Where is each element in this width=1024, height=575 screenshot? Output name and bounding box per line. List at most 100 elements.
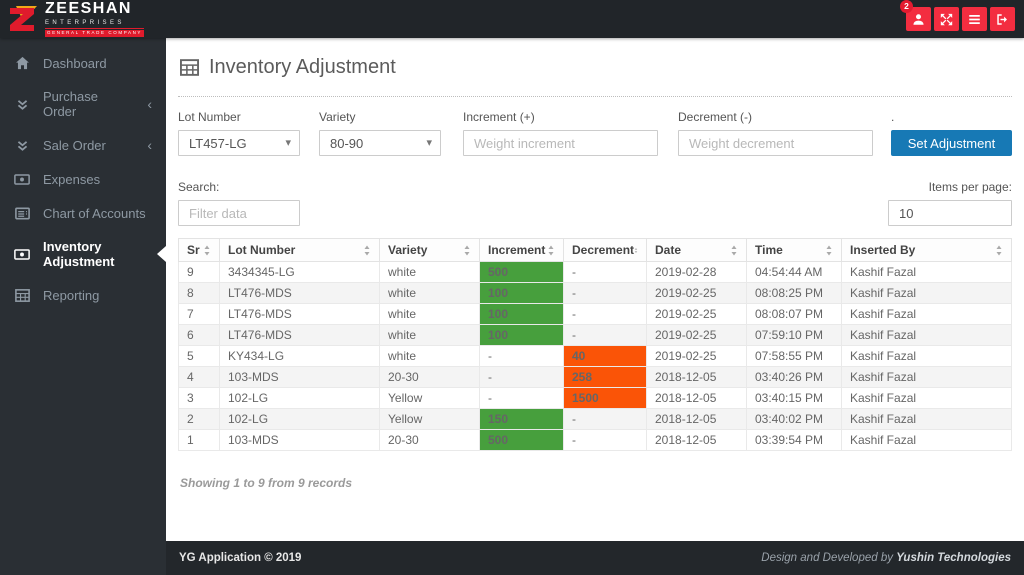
adjustment-form: Lot Number LT457-LG Variety 80-90 Increm… — [178, 110, 1012, 156]
cell-time: 08:08:07 PM — [746, 303, 842, 325]
sidebar-item-inventory-adjustment[interactable]: Inventory Adjustment — [0, 230, 166, 278]
increment-input[interactable] — [463, 130, 658, 156]
sidebar-item-expenses[interactable]: Expenses — [0, 162, 166, 196]
variety-select[interactable]: 80-90 — [319, 130, 441, 156]
cell-date: 2019-02-25 — [646, 282, 747, 304]
brand-subtitle: ENTERPRISES — [45, 20, 145, 30]
footer: YG Application © 2019 Design and Develop… — [166, 541, 1024, 575]
search-input[interactable] — [178, 200, 300, 226]
decrement-input[interactable] — [678, 130, 873, 156]
cell-date: 2018-12-05 — [646, 366, 747, 388]
table-controls: Search: Items per page: — [178, 180, 1012, 226]
column-header-variety[interactable]: Variety — [379, 238, 480, 262]
cell-time: 07:59:10 PM — [746, 324, 842, 346]
column-header-decrement[interactable]: Decrement — [563, 238, 647, 262]
cell-date: 2019-02-25 — [646, 324, 747, 346]
cell-increment: 150 — [479, 408, 564, 430]
cell-increment: 100 — [479, 303, 564, 325]
records-summary: Showing 1 to 9 from 9 records — [180, 476, 353, 490]
button-dot-label: . — [891, 110, 895, 124]
cell-lot-number: LT476-MDS — [219, 282, 380, 304]
cell-decrement: 258 — [563, 366, 647, 388]
cell-lot-number: 102-LG — [219, 408, 380, 430]
column-header-sr[interactable]: Sr — [178, 238, 220, 262]
footer-app-name: YG Application © 2019 — [179, 552, 302, 564]
double-chevron-down-icon — [14, 96, 30, 112]
sidebar-item-sale-order[interactable]: Sale Order ‹ — [0, 128, 166, 162]
column-header-lot-number[interactable]: Lot Number — [219, 238, 380, 262]
top-header: ZEESHAN ENTERPRISES GENERAL TRADE COMPAN… — [0, 0, 1024, 38]
cell-lot-number: KY434-LG — [219, 345, 380, 367]
logout-button[interactable] — [990, 7, 1015, 31]
table-row: 5 KY434-LG white -40 2019-02-25 07:58:55 PM Ka… — [178, 345, 1012, 367]
cell-time: 03:40:02 PM — [746, 408, 842, 430]
brand-tagline: GENERAL TRADE COMPANY — [45, 30, 145, 37]
cell-inserted-by: Kashif Fazal — [841, 408, 1012, 430]
cell-sr: 5 — [178, 345, 220, 367]
sort-icon — [826, 245, 832, 255]
sidebar-item-reporting[interactable]: Reporting — [0, 278, 166, 312]
cell-variety: white — [379, 345, 480, 367]
cell-time: 07:58:55 PM — [746, 345, 842, 367]
page-title: Inventory Adjustment — [178, 56, 1012, 79]
logo: ZEESHAN ENTERPRISES GENERAL TRADE COMPAN… — [8, 0, 145, 37]
table-row: 3 102-LG Yellow -1500 2018-12-05 03:40:15 PM K… — [178, 387, 1012, 409]
cell-inserted-by: Kashif Fazal — [841, 282, 1012, 304]
footer-brand: Yushin Technologies — [896, 552, 1011, 564]
cell-lot-number: 3434345-LG — [219, 261, 380, 283]
cell-sr: 8 — [178, 282, 220, 304]
logout-icon — [997, 13, 1007, 25]
cell-lot-number: LT476-MDS — [219, 303, 380, 325]
cell-lot-number: 103-MDS — [219, 429, 380, 451]
set-adjustment-button[interactable]: Set Adjustment — [891, 130, 1012, 156]
cell-decrement: - — [563, 408, 647, 430]
search-label: Search: — [178, 180, 220, 194]
cell-decrement: - — [563, 261, 647, 283]
sidebar-menu: Dashboard Purchase Order ‹ Sale Order ‹ Expen… — [0, 46, 166, 312]
cell-increment: - — [479, 387, 564, 409]
lot-number-select[interactable]: LT457-LG — [178, 130, 300, 156]
cell-sr: 6 — [178, 324, 220, 346]
column-header-time[interactable]: Time — [746, 238, 842, 262]
cell-sr: 4 — [178, 366, 220, 388]
cell-inserted-by: Kashif Fazal — [841, 324, 1012, 346]
table-icon — [14, 287, 30, 303]
cell-variety: 20-30 — [379, 366, 480, 388]
cell-sr: 9 — [178, 261, 220, 283]
cell-decrement: 40 — [563, 345, 647, 367]
column-header-increment[interactable]: Increment — [479, 238, 564, 262]
fullscreen-button[interactable] — [934, 7, 959, 31]
column-header-date[interactable]: Date — [646, 238, 747, 262]
menu-button[interactable] — [962, 7, 987, 31]
brand-title: ZEESHAN — [45, 0, 132, 18]
cell-sr: 3 — [178, 387, 220, 409]
sidebar-item-purchase-order[interactable]: Purchase Order ‹ — [0, 80, 166, 128]
table-row: 4 103-MDS 20-30-258 2018-12-05 03:40:26 PM Ka… — [178, 366, 1012, 388]
items-per-page-input[interactable] — [888, 200, 1012, 226]
cell-variety: Yellow — [379, 408, 480, 430]
list-icon — [14, 205, 30, 221]
table-row: 6 LT476-MDS white 100-2019-02-25 07:59:10 PM… — [178, 324, 1012, 346]
cell-decrement: - — [563, 429, 647, 451]
lot-number-select-wrap: LT457-LG — [178, 130, 300, 156]
sidebar-item-label: Expenses — [43, 171, 101, 187]
cell-variety: Yellow — [379, 387, 480, 409]
cell-date: 2018-12-05 — [646, 408, 747, 430]
sidebar-item-label: Purchase Order — [43, 89, 98, 119]
cell-decrement: - — [563, 282, 647, 304]
table-header-row: Sr Lot Number Variety Increment Decrement Dat… — [178, 238, 1012, 262]
user-button[interactable]: 2 — [900, 0, 931, 31]
cell-variety: white — [379, 324, 480, 346]
variety-select-wrap: 80-90 — [319, 130, 441, 156]
sidebar-item-dashboard[interactable]: Dashboard — [0, 46, 166, 80]
column-header-inserted-by[interactable]: Inserted By — [841, 238, 1012, 262]
cell-sr: 2 — [178, 408, 220, 430]
cell-date: 2019-02-25 — [646, 303, 747, 325]
sidebar-item-label: Reporting — [43, 287, 100, 303]
money-icon — [14, 171, 30, 187]
sidebar-item-chart-of-accounts[interactable]: Chart of Accounts — [0, 196, 166, 230]
user-icon — [913, 13, 924, 25]
money-icon — [14, 246, 30, 262]
table-row: 9 3434345-LG white 500-2019-02-28 04:54:44 A… — [178, 261, 1012, 283]
variety-label: Variety — [319, 110, 356, 124]
